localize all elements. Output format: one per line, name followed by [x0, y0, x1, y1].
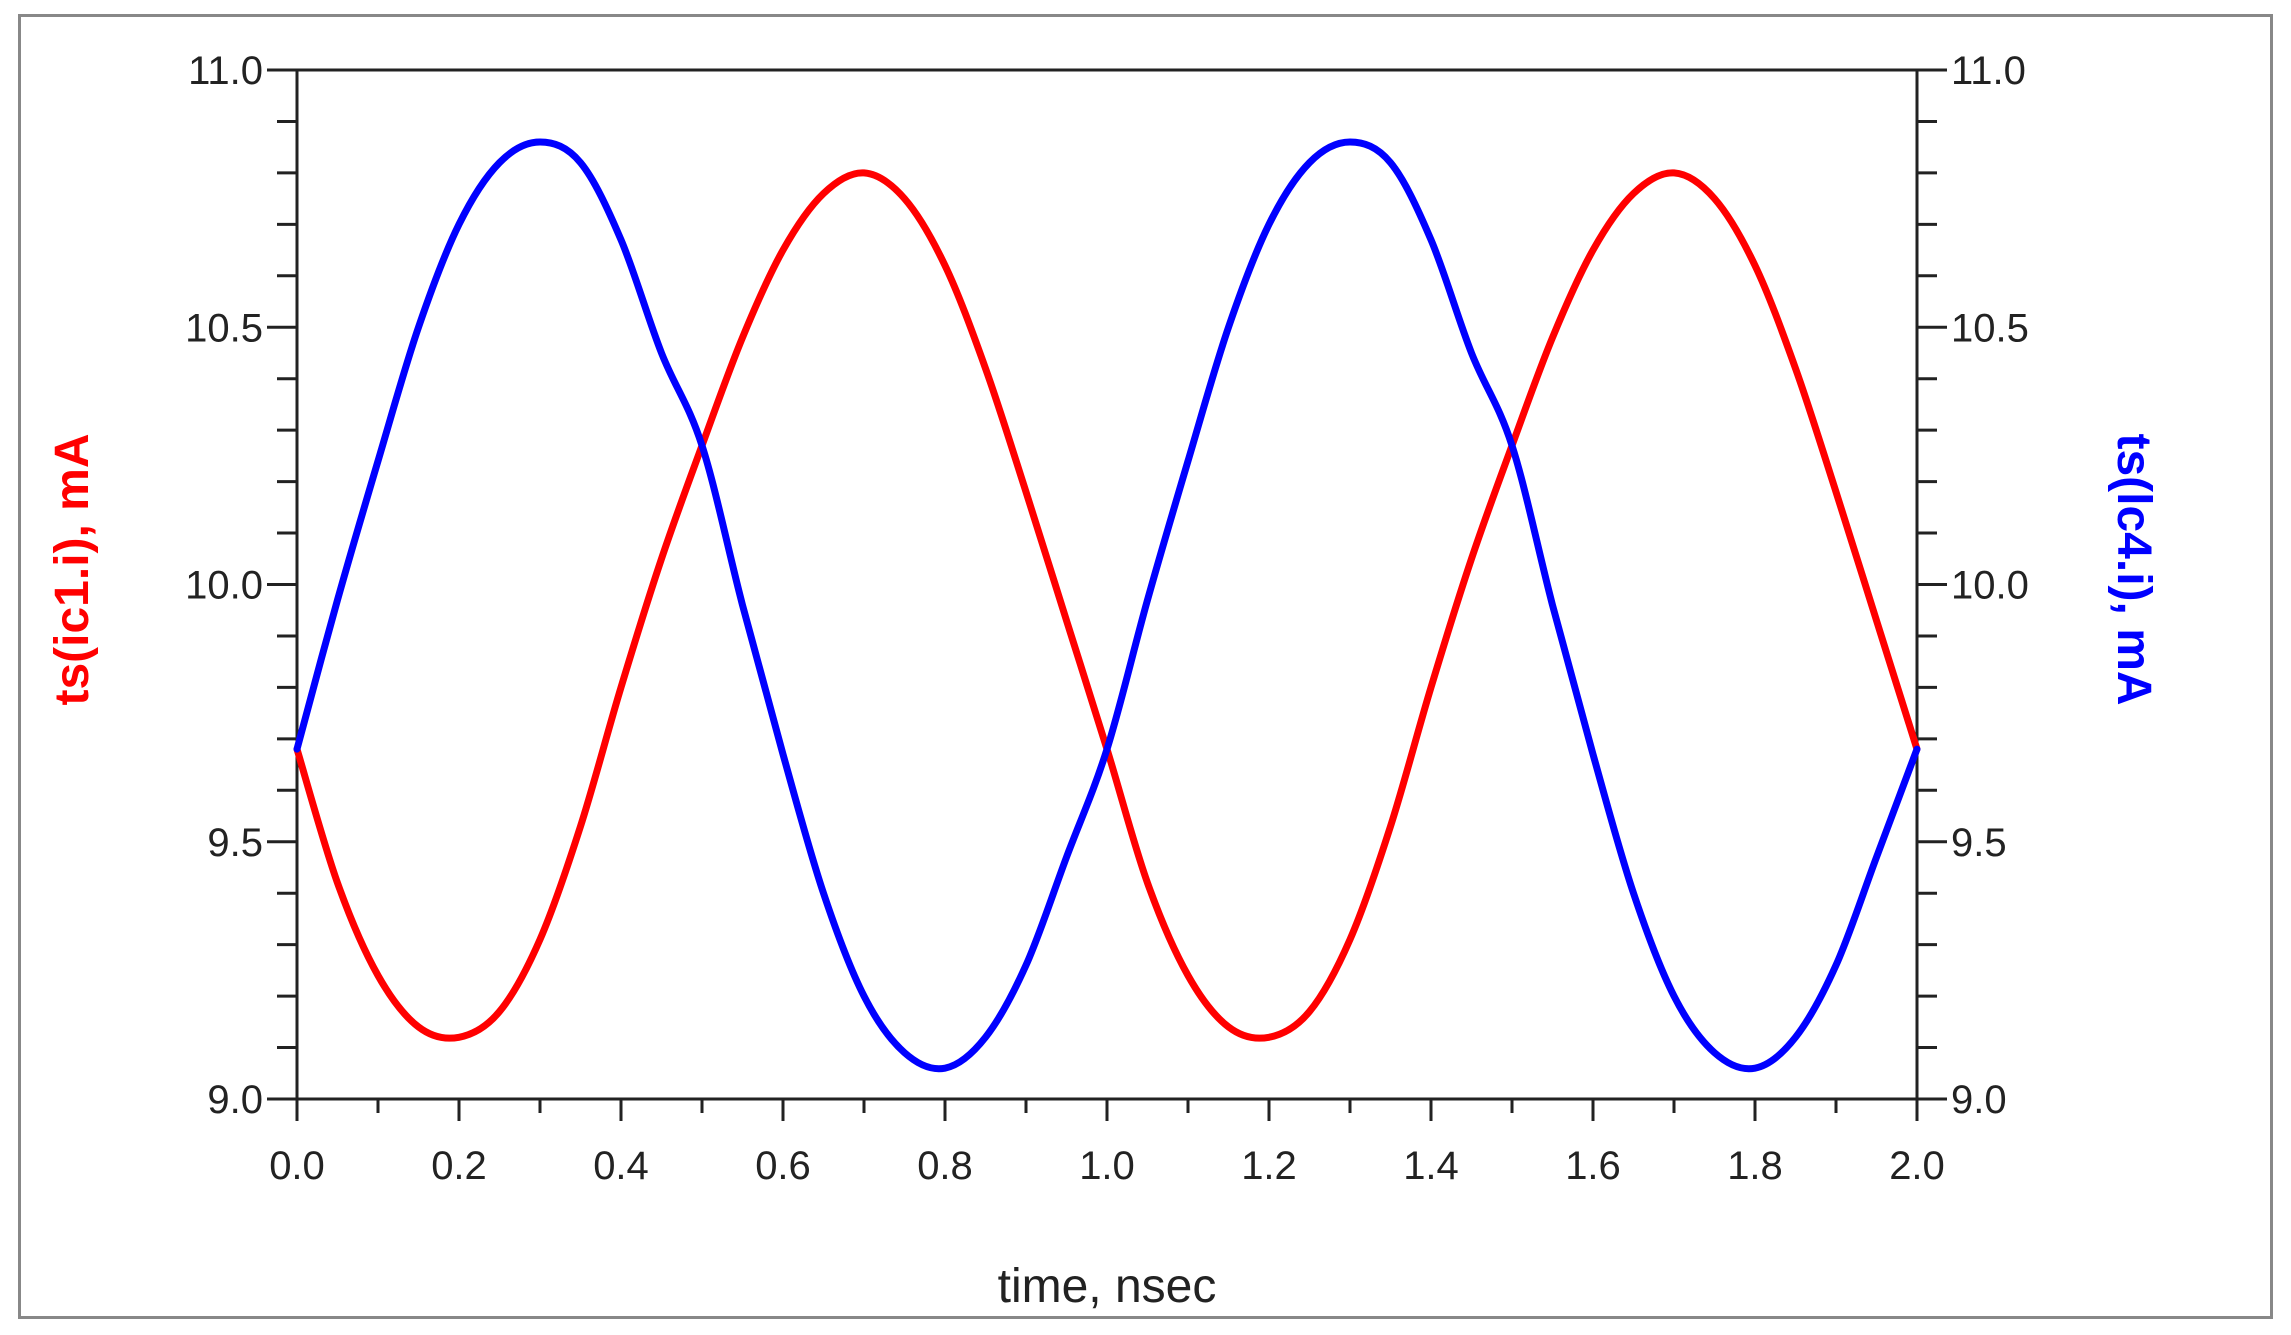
tick-labels: 0.0 0.2 0.4 0.6 0.8 1.0 1.2 1.4 1.6 1.8 2.09.0 9.09…	[185, 49, 2029, 1188]
left-y-axis-title: ts(ic1.i), mA	[46, 433, 99, 705]
axis-ticks	[267, 68, 1947, 1121]
series-line-ic1	[293, 169, 1921, 1042]
x-tick-label: 1.0	[1079, 1144, 1135, 1188]
x-tick-label: 2.0	[1889, 1144, 1945, 1188]
right-y-tick-label: 10.0	[1951, 564, 2029, 608]
x-tick-label: 0.2	[431, 1144, 487, 1188]
x-tick-label: 0.0	[269, 1144, 325, 1188]
series-line-lc4	[293, 138, 1921, 1073]
x-tick-label: 0.6	[755, 1144, 811, 1188]
left-y-tick-label: 9.0	[207, 1078, 263, 1122]
x-tick-label: 1.6	[1565, 1144, 1621, 1188]
left-y-tick-label: 9.5	[207, 821, 263, 865]
right-y-tick-label: 9.5	[1951, 821, 2007, 865]
left-y-tick-label: 10.5	[185, 306, 263, 350]
x-tick-label: 0.4	[593, 1144, 649, 1188]
x-tick-label: 1.4	[1403, 1144, 1459, 1188]
right-y-tick-label: 9.0	[1951, 1078, 2007, 1122]
x-tick-label: 1.8	[1727, 1144, 1783, 1188]
x-tick-label: 0.8	[917, 1144, 973, 1188]
series-lines	[293, 138, 1921, 1073]
x-tick-label: 1.2	[1241, 1144, 1297, 1188]
left-y-tick-label: 10.0	[185, 564, 263, 608]
right-y-tick-label: 10.5	[1951, 306, 2029, 350]
left-y-tick-label: 11.0	[188, 49, 263, 93]
chart-frame	[18, 14, 2273, 1319]
right-y-tick-label: 11.0	[1951, 49, 2026, 93]
right-y-axis-title: ts(lc4.i), mA	[2107, 433, 2160, 705]
x-axis-title: time, nsec	[998, 1260, 1217, 1313]
